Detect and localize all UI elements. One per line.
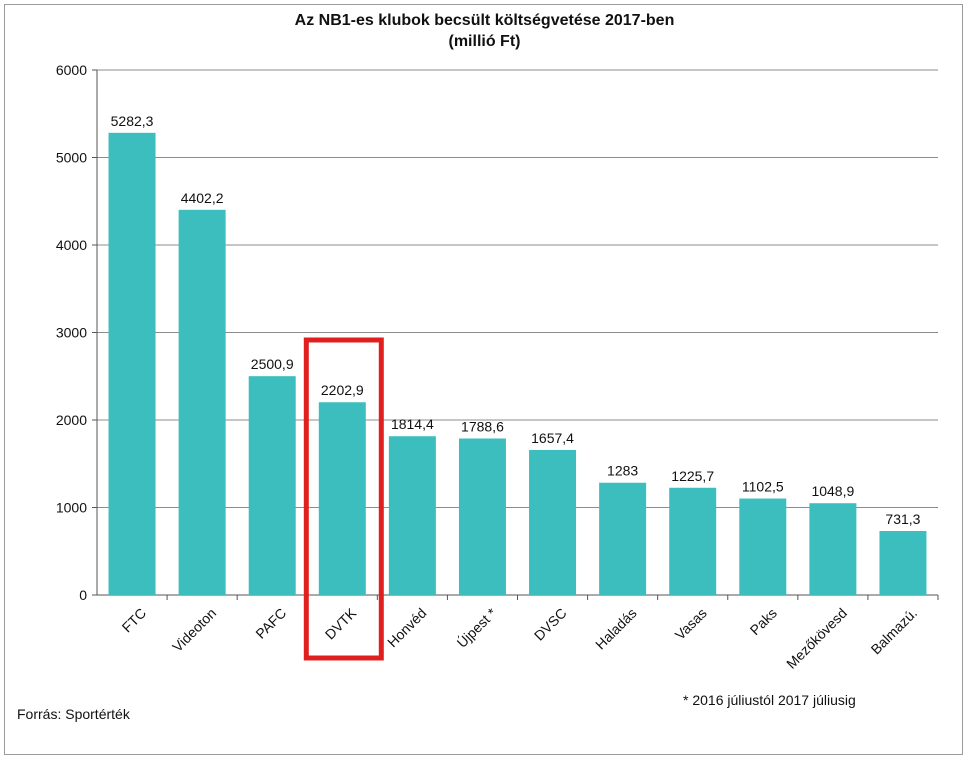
x-tick-label: DVSC: [531, 605, 570, 644]
bar: [458, 438, 506, 595]
bar: [599, 482, 647, 595]
bar: [318, 402, 366, 595]
x-tick-label: DVTK: [322, 604, 360, 642]
x-tick-label: Honvéd: [384, 605, 429, 650]
x-tick-label: FTC: [119, 605, 150, 636]
data-label: 1657,4: [531, 430, 574, 446]
data-label: 1225,7: [671, 468, 714, 484]
bar: [248, 376, 296, 595]
x-tick-label: PAFC: [252, 605, 289, 642]
chart-title: Az NB1-es klubok becsült költségvetése 2…: [294, 12, 675, 29]
footnote: * 2016 júliustól 2017 júliusig: [683, 692, 856, 708]
bar: [739, 498, 787, 595]
data-label: 1283: [607, 463, 638, 479]
data-label: 1048,9: [811, 483, 854, 499]
data-label: 1788,6: [461, 418, 504, 434]
source-note: Forrás: Sportérték: [17, 706, 130, 722]
bar: [809, 503, 857, 595]
bar: [178, 209, 226, 595]
y-tick-label: 5000: [56, 150, 87, 166]
bar: [388, 436, 436, 595]
y-tick-label: 0: [79, 587, 87, 603]
x-tick-label: Balmazú.: [867, 605, 920, 658]
highlight-box: [303, 337, 384, 661]
data-label: 2500,9: [251, 356, 294, 372]
data-label: 731,3: [885, 511, 920, 527]
bar: [529, 449, 577, 595]
chart-subtitle: (millió Ft): [448, 33, 521, 50]
y-tick-label: 1000: [56, 500, 87, 516]
y-tick-label: 4000: [56, 237, 87, 253]
x-tick-label: Haladás: [592, 605, 640, 653]
y-tick-label: 3000: [56, 325, 87, 341]
chart-frame: [4, 4, 963, 755]
x-tick-label: Vasas: [672, 605, 710, 643]
data-label: 1814,4: [391, 416, 434, 432]
bar: [108, 132, 156, 595]
y-tick-label: 2000: [56, 412, 87, 428]
data-label: 2202,9: [321, 382, 364, 398]
bar: [879, 531, 927, 595]
data-label: 1102,5: [742, 479, 784, 495]
data-label: 5282,3: [111, 113, 154, 129]
bar: [669, 487, 717, 595]
x-tick-label: Paks: [747, 605, 780, 638]
x-tick-label: Videoton: [169, 605, 219, 655]
y-tick-label: 6000: [56, 62, 87, 78]
x-tick-label: Újpest *: [454, 604, 500, 650]
data-label: 4402,2: [181, 190, 224, 206]
x-tick-label: Mezőkövesd: [783, 605, 850, 672]
